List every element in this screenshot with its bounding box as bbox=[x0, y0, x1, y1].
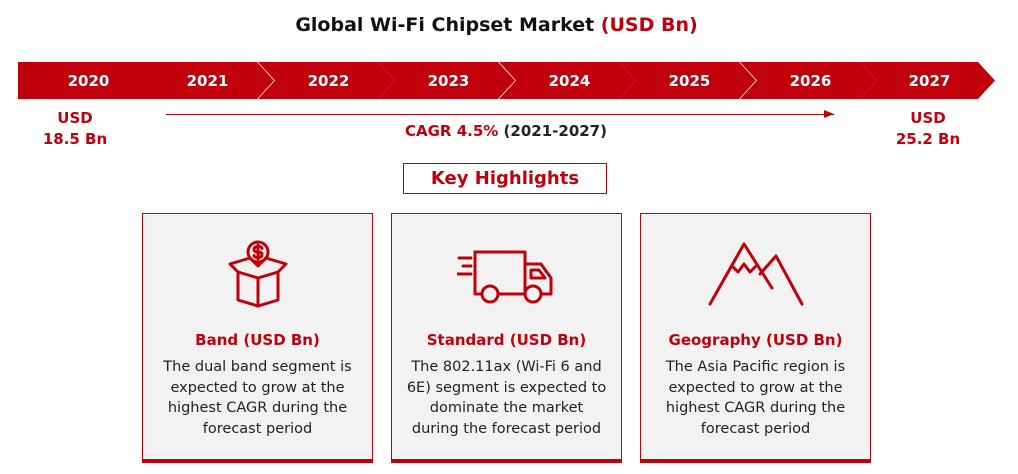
end-value: USD 25.2 Bn bbox=[868, 108, 988, 150]
timeline-year-2024: 2024 bbox=[499, 62, 636, 99]
cagr-arrow-line bbox=[166, 114, 834, 115]
timeline-year-2026: 2026 bbox=[740, 62, 877, 99]
year-label: 2022 bbox=[307, 71, 350, 90]
highlight-card-band: Band (USD Bn) The dual band segment is e… bbox=[142, 213, 373, 463]
page-title: Global Wi-Fi Chipset Market (USD Bn) bbox=[0, 14, 993, 36]
mountain-icon bbox=[641, 236, 870, 308]
timeline-year-2022: 2022 bbox=[258, 62, 395, 99]
cagr-arrow-head bbox=[824, 110, 834, 118]
card-description: The dual band segment is expected to gro… bbox=[163, 359, 352, 437]
card-description: The 802.11ax (Wi-Fi 6 and 6E) segment is… bbox=[406, 359, 607, 437]
delivery-truck-icon bbox=[392, 236, 621, 308]
timeline-year-2025: 2025 bbox=[619, 62, 756, 99]
timeline-year-2021: 2021 bbox=[137, 62, 274, 99]
card-title: Geography (USD Bn) bbox=[668, 331, 843, 349]
title-unit: (USD Bn) bbox=[600, 14, 698, 36]
start-value: USD 18.5 Bn bbox=[15, 108, 135, 150]
timeline-year-2020: 2020 bbox=[18, 62, 155, 99]
year-label: 2025 bbox=[668, 71, 711, 90]
card-title: Standard (USD Bn) bbox=[426, 331, 587, 349]
start-value-amount: 18.5 Bn bbox=[42, 130, 108, 148]
timeline-year-2023: 2023 bbox=[378, 62, 515, 99]
year-label: 2021 bbox=[186, 71, 229, 90]
year-label: 2024 bbox=[548, 71, 591, 90]
year-label: 2027 bbox=[908, 71, 951, 90]
key-highlights-heading: Key Highlights bbox=[403, 163, 607, 194]
timeline-year-2027: 2027 bbox=[860, 62, 995, 99]
cagr-text: CAGR 4.5% (2021-2027) bbox=[0, 122, 1012, 140]
cagr-value: CAGR 4.5% bbox=[405, 122, 499, 140]
highlight-card-standard: Standard (USD Bn) The 802.11ax (Wi-Fi 6 … bbox=[391, 213, 622, 463]
end-value-amount: 25.2 Bn bbox=[895, 130, 961, 148]
end-value-currency: USD bbox=[910, 109, 946, 127]
key-highlights-label: Key Highlights bbox=[430, 168, 580, 189]
card-title: Band (USD Bn) bbox=[195, 331, 320, 349]
year-label: 2023 bbox=[427, 71, 470, 90]
cagr-period: (2021-2027) bbox=[503, 122, 607, 140]
year-label: 2020 bbox=[67, 71, 110, 90]
highlight-card-geography: Geography (USD Bn) The Asia Pacific regi… bbox=[640, 213, 871, 463]
card-description: The Asia Pacific region is expected to g… bbox=[665, 359, 846, 437]
title-main: Global Wi-Fi Chipset Market bbox=[295, 14, 595, 36]
money-box-icon bbox=[143, 236, 372, 308]
start-value-currency: USD bbox=[57, 109, 93, 127]
year-label: 2026 bbox=[789, 71, 832, 90]
